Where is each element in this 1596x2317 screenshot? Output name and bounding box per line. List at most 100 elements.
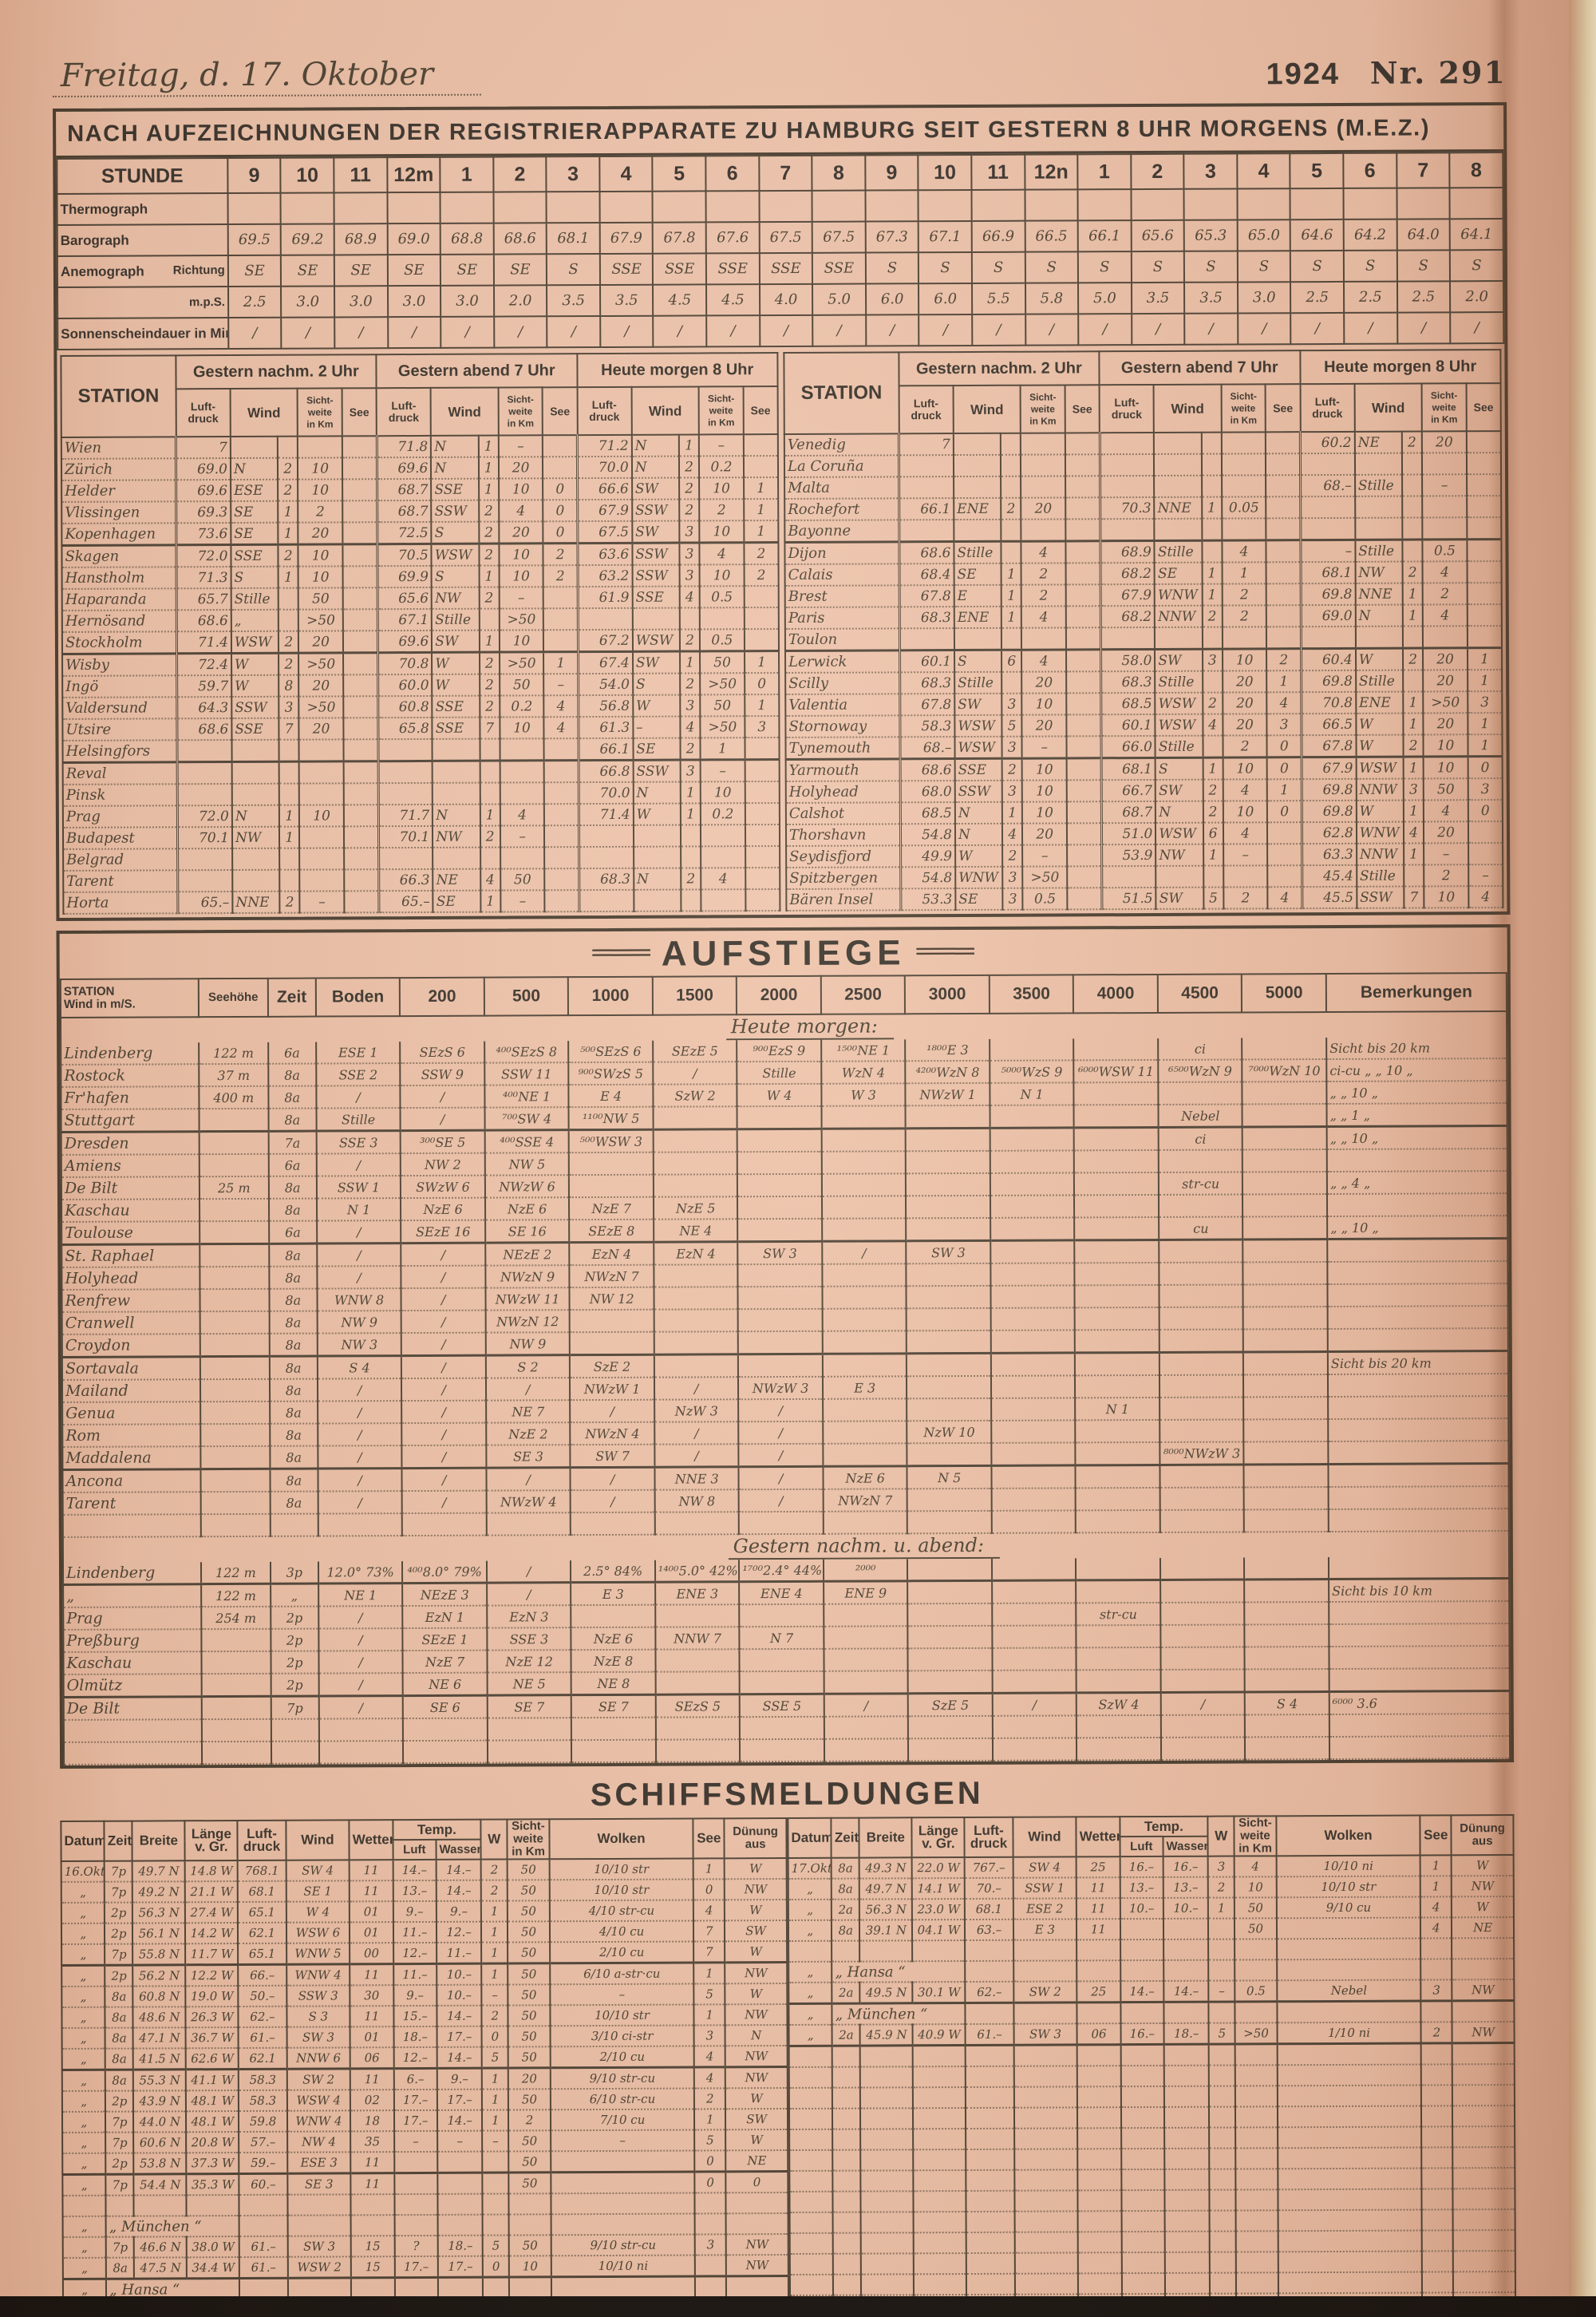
aufstiege-value [738, 1330, 823, 1354]
blank-cell [186, 2194, 239, 2216]
schiff-value: S 3 [286, 2006, 350, 2027]
stunde-value: S [1237, 251, 1291, 283]
schiff-value: WNW 5 [286, 1943, 350, 1965]
schiff-value: 3 [1420, 1979, 1452, 2002]
obs-value [1065, 563, 1100, 585]
blank-cell [1120, 2044, 1164, 2066]
blank-cell [1077, 2128, 1121, 2149]
obs-value [1001, 671, 1022, 694]
aufstiege-value: ⁶⁰⁰⁰ 3.6 [1329, 1690, 1510, 1715]
schiff-value: 2 [481, 1880, 508, 1901]
station-name: Seydisfjord [786, 845, 901, 868]
schiff-row: „ 2p 56.2 N 12.2 W 66.– WNW 4 11 11.– 10.– 1 50 6/1… [61, 1962, 788, 1987]
blank-cell [1078, 2273, 1122, 2295]
blank-cell [914, 2253, 967, 2275]
obs-value: 51.0 [1101, 822, 1156, 845]
obs-value [1467, 626, 1502, 648]
blank-cell [1235, 2001, 1278, 2023]
obs-value: 67.8 [899, 694, 955, 716]
blank-cell [1421, 2209, 1453, 2231]
schiff-value: 50 [507, 1859, 550, 1880]
blank-cell [1276, 1938, 1421, 1960]
hour-header: 5 [1290, 152, 1344, 189]
aufstiege-value [1328, 1463, 1509, 1488]
blank-cell [789, 2232, 834, 2254]
schiff-value: 23.0 W [912, 1899, 966, 1920]
obs-value [1468, 843, 1503, 865]
obs-value: NW [1355, 561, 1403, 583]
obs-value [1065, 606, 1100, 628]
obs-value [954, 519, 1001, 542]
schiff-value: 5 [1208, 2022, 1235, 2045]
aufstiege-value [906, 1285, 991, 1309]
obs-value: WSW [1155, 714, 1203, 736]
obs-value [1066, 736, 1101, 758]
aufstiege-value [1327, 1238, 1508, 1263]
obs-value: SE [955, 888, 1003, 911]
aufstiege-value: ⁴⁰⁰8.0° 79% [402, 1560, 487, 1584]
obs-value [1066, 693, 1101, 715]
aufstiege-value: NW 2 [401, 1153, 485, 1176]
obs-value [1403, 670, 1424, 692]
obs-value [1354, 453, 1403, 475]
obs-value: WSW [231, 631, 279, 654]
stunde-value: 2.5 [1290, 281, 1345, 314]
obs-value: >50 [499, 651, 544, 674]
schiff-value: 50 [508, 2026, 551, 2047]
aufstiege-value: 25 m [199, 1176, 269, 1200]
blank-cell [788, 2046, 833, 2067]
obs-value [1221, 475, 1266, 497]
schiff-value: 61.– [239, 2236, 288, 2257]
obs-value: 20 [1022, 823, 1068, 845]
obs-value: 2 [1002, 844, 1023, 867]
station-row: Utsire 68.6 SSE 7 20 65.8 SSE 7 10 4 61.3–4 >50 3 [62, 716, 780, 741]
stations-table-right: STATION Gestern nachm. 2 Uhr Gestern abend… [783, 349, 1503, 911]
stunde-value: 5.0 [1078, 283, 1132, 314]
schiff-row [789, 2147, 1515, 2171]
schiff-value: 6.– [393, 2068, 437, 2090]
station-row: Pinsk 70.0 N 1 10 [62, 781, 780, 806]
blank-cell [1245, 1714, 1329, 1738]
aufstiege-col-header: Bemerkungen [1325, 973, 1507, 1013]
schiff-row [789, 2251, 1515, 2275]
schiff-value: 01 [350, 1922, 393, 1943]
schiff-value: 7p [106, 2236, 135, 2258]
aufstiege-value: ∕ [485, 1378, 571, 1401]
stunde-value: S [1077, 251, 1132, 283]
aufstiege-value [654, 1264, 738, 1287]
blank-cell [1452, 2188, 1515, 2210]
obs-value: Stille [231, 587, 279, 611]
obs-value [480, 782, 500, 805]
blank-cell [1235, 1959, 1278, 1981]
obs-value [1203, 865, 1224, 888]
blank-cell [1278, 2230, 1423, 2252]
aufstiege-section: ═══ AUFSTIEGE ═══ STATION Wind in m/S. Seeh… [56, 924, 1515, 1769]
schiff-col-header: Datum [61, 1821, 105, 1861]
obs-value [1466, 453, 1502, 475]
obs-value: 0.05 [1221, 496, 1266, 519]
stunde-label: STUNDE [57, 158, 228, 194]
schiff-value: W [1452, 1896, 1514, 1918]
obs-value: 1 [1468, 713, 1503, 735]
aufstiege-col-header: 500 [484, 977, 569, 1016]
stunde-value: S [1396, 250, 1451, 282]
obs-value: 20 [1423, 647, 1468, 670]
blank-cell [1077, 1939, 1120, 1961]
station-row: Helder 69.6 ESE 2 10 68.7 SSE 1 10 0 66.6 SW 2 10 1 [61, 477, 779, 502]
obs-value [543, 435, 578, 457]
aufstiege-station-name: Lindenberg [62, 1562, 202, 1585]
stunde-value: 68.6 [493, 223, 547, 255]
obs-value: 2 [1021, 584, 1066, 607]
obs-value [344, 891, 379, 913]
obs-value: SSE [954, 758, 1002, 781]
obs-value: 65.– [378, 890, 433, 913]
blank-cell [1209, 2169, 1236, 2190]
aufstiege-value [1242, 1262, 1328, 1285]
obs-value: 2 [478, 500, 500, 522]
schiff-value: SW 3 [1013, 2023, 1077, 2046]
obs-value: W [632, 694, 681, 717]
blank-cell [1452, 2000, 1515, 2022]
schiff-value: 1 [481, 1963, 508, 1985]
aufstiege-value [906, 1217, 991, 1241]
obs-value [1021, 476, 1066, 498]
